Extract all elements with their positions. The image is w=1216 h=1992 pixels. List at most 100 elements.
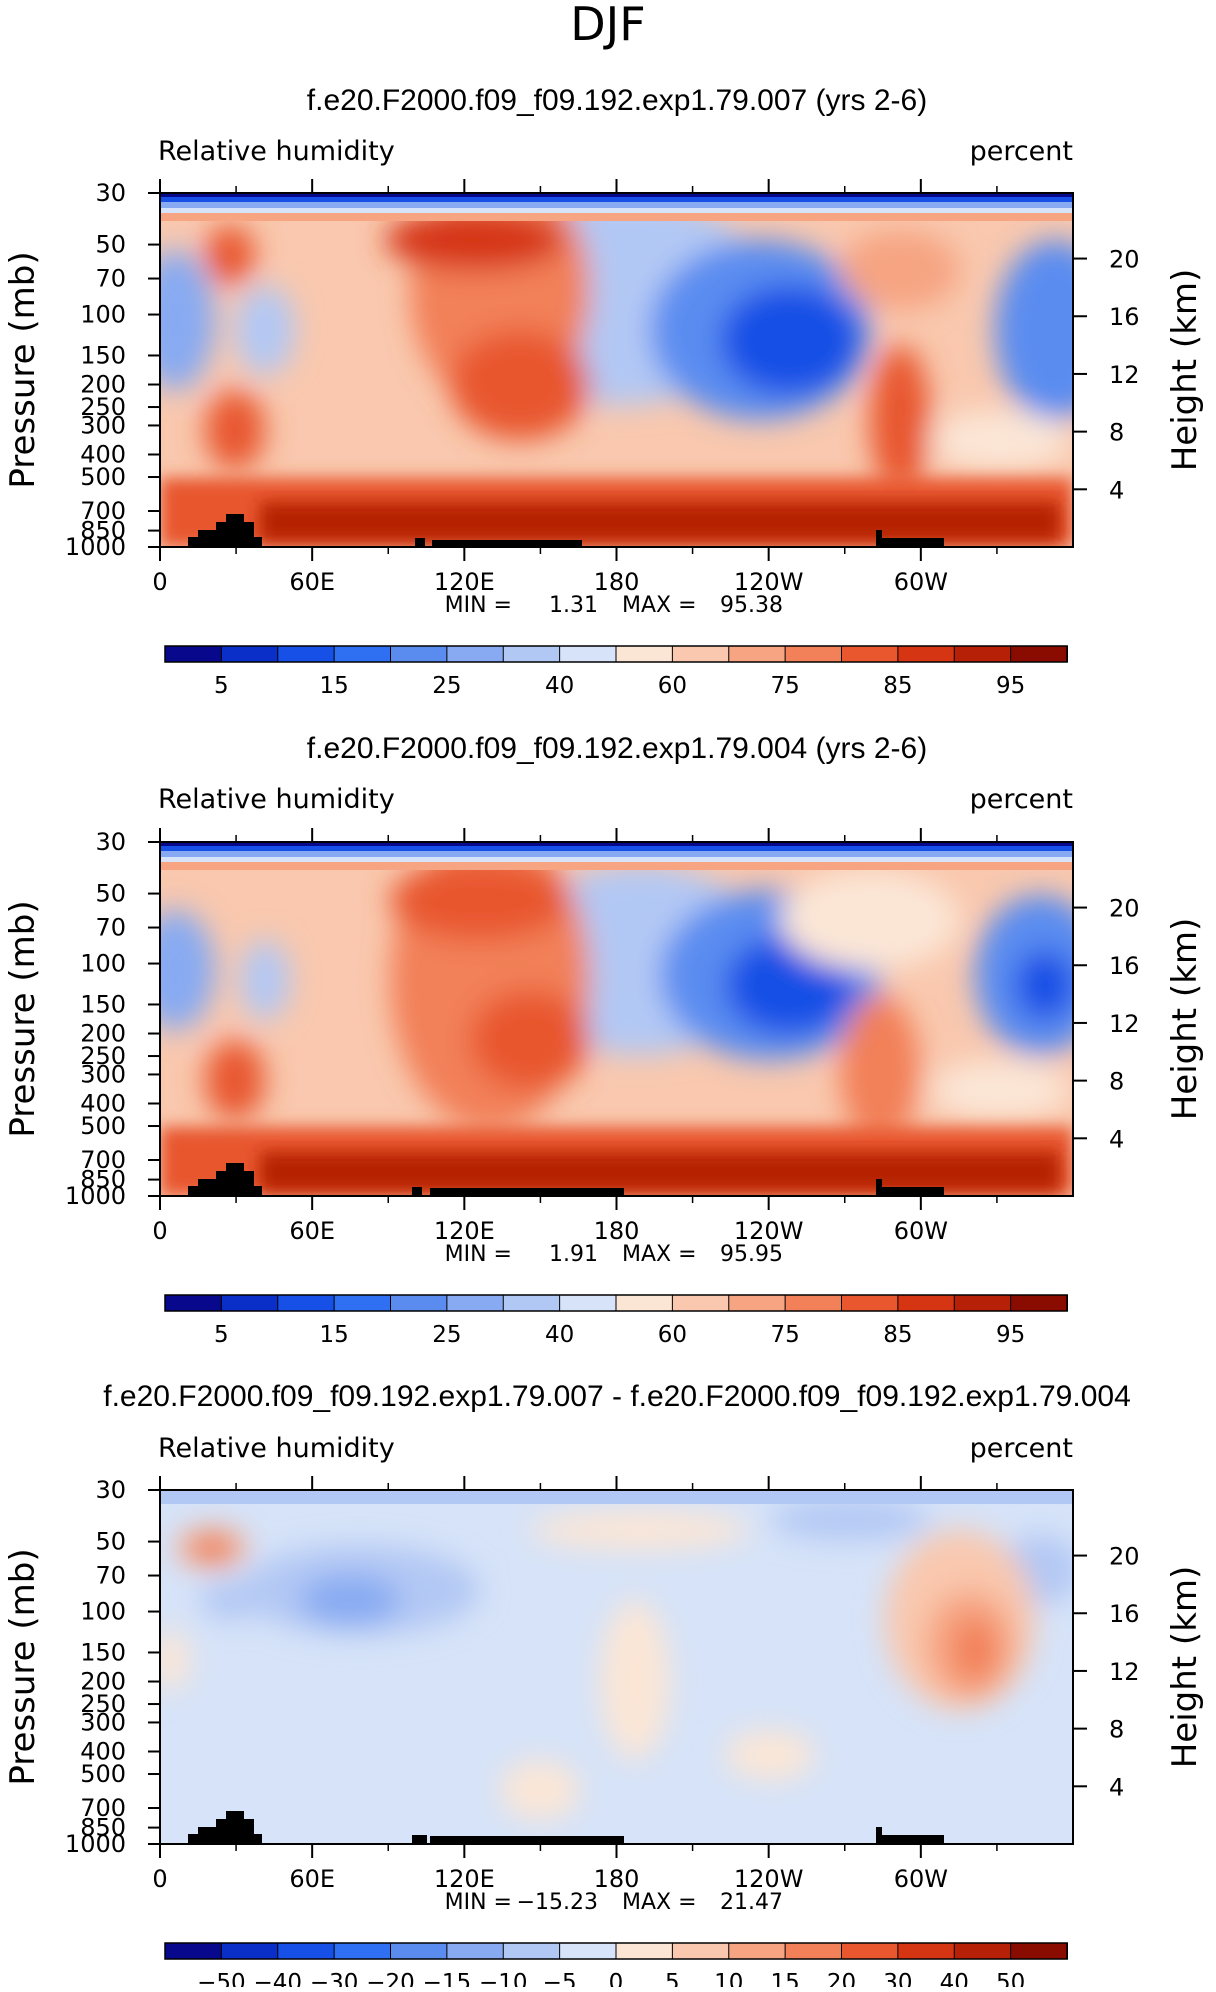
colorbar-swatch: [953, 1942, 1012, 1960]
y-tick-label: 30: [95, 179, 126, 207]
y-right-tick-label: 8: [1109, 1716, 1124, 1744]
panel-2: f.e20.F2000.f09_f09.192.exp1.79.004 (yrs…: [158, 732, 1074, 1197]
y-tick-label: 150: [80, 1638, 126, 1666]
variable-label: Relative humidity: [158, 136, 395, 167]
colorbar-label: 30: [883, 1970, 912, 1987]
min-label: MIN =: [445, 593, 512, 618]
colorbar-label: 40: [545, 1322, 574, 1348]
y-tick-label: 400: [80, 1737, 126, 1765]
y-tick-label: 30: [95, 1476, 126, 1504]
colorbar-swatch: [784, 1294, 843, 1312]
y-tick-label: 700: [80, 1794, 126, 1822]
colorbar-swatch: [615, 1294, 674, 1312]
colorbar-swatch: [502, 645, 561, 663]
colorbar-swatch: [1010, 1942, 1068, 1960]
colorbar-swatch: [446, 1942, 505, 1960]
y-tick-label: 50: [95, 1528, 126, 1556]
colorbar-swatch: [615, 645, 674, 663]
y-axis-right-title: Height (km): [1165, 1566, 1205, 1769]
x-tick-label: 120W: [734, 1865, 804, 1893]
x-tick-label: 0: [152, 1865, 167, 1893]
colorbar-swatch: [728, 645, 787, 663]
max-label: MAX =: [622, 1242, 697, 1267]
y-tick-label: 100: [80, 950, 126, 978]
units-label: percent: [970, 136, 1073, 167]
x-tick-label: 120W: [734, 568, 804, 596]
colorbar-swatch: [897, 1294, 956, 1312]
y-right-tick-label: 12: [1109, 361, 1140, 389]
colorbar-frame: [164, 645, 1068, 663]
colorbar-swatch: [333, 645, 392, 663]
x-tick-label: 60E: [289, 568, 335, 596]
y-tick-label: 30: [95, 828, 126, 856]
y-tick-label: 300: [80, 411, 126, 439]
x-tick-label: 60W: [894, 1217, 948, 1245]
panel-title: f.e20.F2000.f09_f09.192.exp1.79.004 (yrs…: [307, 732, 927, 765]
colorbar-swatch: [446, 1294, 505, 1312]
y-tick-label: 70: [95, 1562, 126, 1590]
colorbar-label: 5: [214, 673, 229, 699]
y-axis-right-title: Height (km): [1165, 269, 1205, 472]
colorbar-swatch: [841, 645, 899, 663]
colorbar-swatch: [277, 1294, 336, 1312]
y-tick-label: 250: [80, 393, 126, 421]
x-tick-label: 120E: [434, 1217, 495, 1245]
y-right-tick-label: 20: [1109, 246, 1140, 274]
colorbar-label: 95: [996, 1322, 1025, 1348]
y-axis-title: Pressure (mb): [3, 251, 43, 488]
colorbar-swatch: [841, 1294, 899, 1312]
colorbar-label: 85: [883, 1322, 912, 1348]
y-tick-label: 850: [80, 517, 126, 545]
y-right-tick-label: 4: [1109, 476, 1124, 504]
y-tick-label: 300: [80, 1060, 126, 1088]
y-tick-label: 200: [80, 371, 126, 399]
colorbar-swatch: [671, 645, 730, 663]
colorbar-swatch: [164, 1294, 223, 1312]
x-tick-label: 60E: [289, 1865, 335, 1893]
colorbar-swatch: [277, 1942, 336, 1960]
y-right-tick-label: 16: [1109, 952, 1140, 980]
colorbar-label: 95: [996, 673, 1025, 699]
colorbar-swatch: [277, 645, 336, 663]
colorbar-swatch: [164, 1942, 223, 1960]
y-right-tick-label: 8: [1109, 1068, 1124, 1096]
y-tick-label: 200: [80, 1020, 126, 1048]
x-tick-label: 120W: [734, 1217, 804, 1245]
y-tick-label: 70: [95, 265, 126, 293]
x-tick-label: 180: [594, 568, 640, 596]
y-right-tick-label: 4: [1109, 1125, 1124, 1153]
min-label: MIN =: [445, 1242, 512, 1267]
colorbar-frame: [164, 1942, 1068, 1960]
y-tick-label: 400: [80, 1089, 126, 1117]
y-right-tick-label: 8: [1109, 419, 1124, 447]
y-right-tick-label: 20: [1109, 895, 1140, 923]
colorbar-swatch: [390, 1942, 448, 1960]
colorbar-swatch: [559, 1942, 617, 1960]
colorbar-label: 60: [658, 673, 687, 699]
colorbar-swatch: [559, 645, 617, 663]
units-label: percent: [970, 784, 1073, 815]
colorbar-label: 5: [665, 1970, 680, 1987]
colorbar-frame: [164, 1294, 1068, 1312]
min-value: 1.91: [549, 1242, 598, 1267]
y-tick-label: 100: [80, 1598, 126, 1626]
y-tick-label: 250: [80, 1690, 126, 1718]
variable-label: Relative humidity: [158, 784, 395, 815]
colorbar-swatch: [333, 1294, 392, 1312]
y-right-tick-label: 12: [1109, 1658, 1140, 1686]
colorbar-label: −15: [423, 1970, 472, 1987]
min-value: −15.23: [517, 1890, 598, 1915]
colorbar-swatch: [220, 1942, 279, 1960]
y-tick-label: 50: [95, 231, 126, 259]
y-tick-label: 1000: [65, 1182, 126, 1210]
x-tick-label: 120E: [434, 568, 495, 596]
y-tick-label: 70: [95, 914, 126, 942]
min-value: 1.31: [549, 593, 598, 618]
colorbar-label: −20: [366, 1970, 415, 1987]
y-tick-label: 400: [80, 440, 126, 468]
colorbar-swatch: [953, 1294, 1012, 1312]
colorbar-swatch: [390, 1294, 448, 1312]
colorbar-label: −40: [253, 1970, 302, 1987]
y-tick-label: 850: [80, 1814, 126, 1842]
